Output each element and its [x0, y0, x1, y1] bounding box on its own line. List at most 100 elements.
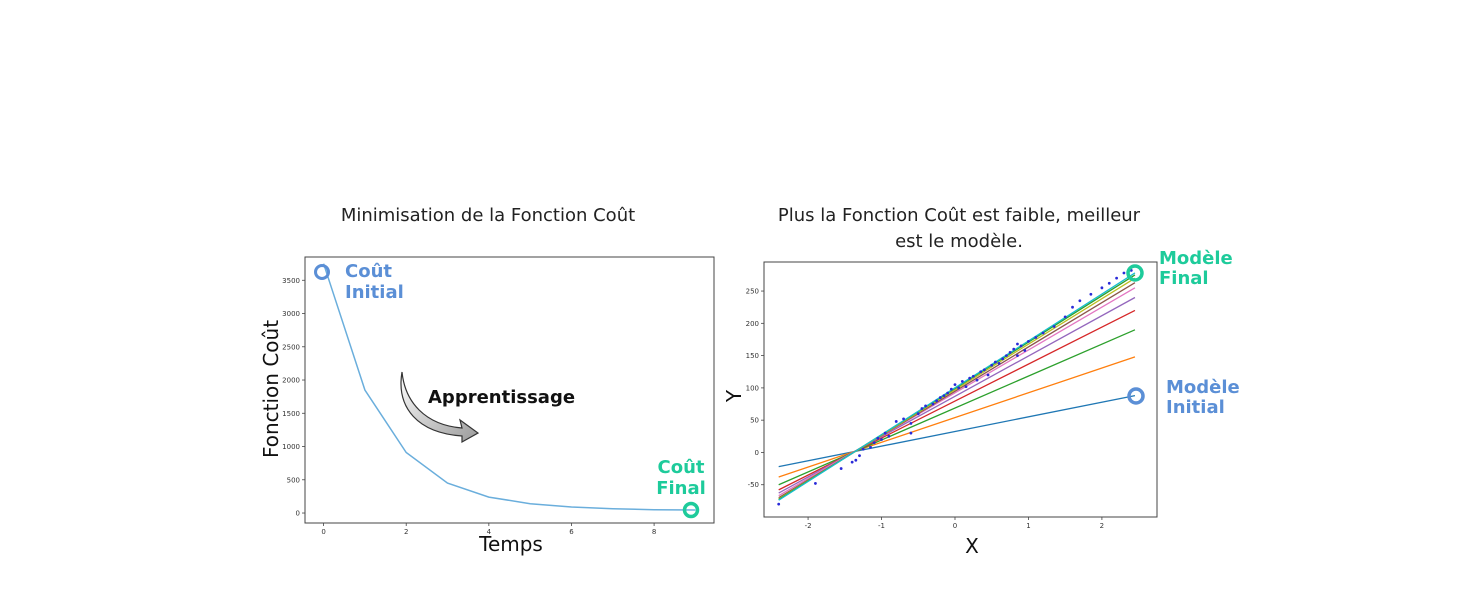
scatter-point: [1001, 357, 1005, 361]
scatter-point: [858, 454, 861, 458]
model-regression-lines: [778, 272, 1136, 501]
cost-chart: Minimisation de la Fonction Coût 0 500 100…: [259, 205, 715, 556]
scatter-point: [883, 431, 887, 435]
model-y-axis-label: Y: [722, 389, 746, 403]
scatter-point: [986, 373, 990, 377]
scatter-point: [949, 387, 953, 391]
scatter-point: [902, 417, 905, 421]
cost-y-ticks: 0 500 1000 1500 2000 2500 3000 3500: [282, 277, 305, 518]
scatter-point: [777, 502, 781, 506]
scatter-point: [839, 467, 843, 470]
cost-y-tick-label: 1000: [282, 443, 300, 451]
scatter-point: [1016, 354, 1019, 358]
cost-x-axis-label: Temps: [478, 532, 543, 556]
model-chart-title-line2: est le modèle.: [895, 231, 1023, 252]
model-x-axis-label: X: [965, 534, 979, 558]
scatter-point: [1012, 347, 1016, 351]
scatter-point: [1005, 354, 1008, 358]
scatter-point: [1063, 315, 1067, 319]
scatter-point: [876, 436, 880, 440]
scatter-point: [957, 386, 961, 390]
model-line-3: [778, 309, 1136, 491]
scatter-point: [1071, 305, 1074, 309]
cost-final-label-line2: Final: [656, 478, 706, 499]
model-line-9: [778, 272, 1136, 501]
scatter-point: [946, 391, 950, 395]
cost-x-tick-label: 2: [404, 528, 408, 536]
scatter-point: [861, 447, 865, 451]
scatter-point: [1078, 299, 1082, 303]
cost-x-tick-label: 4: [487, 528, 492, 536]
cost-x-tick-label: 8: [652, 528, 656, 536]
scatter-point: [1016, 342, 1019, 346]
cost-y-tick-label: 2000: [282, 377, 300, 385]
cost-x-tick-label: 0: [321, 528, 325, 536]
model-initial-label-line2: Initial: [1166, 397, 1225, 418]
cost-chart-title: Minimisation de la Fonction Coût: [341, 205, 635, 226]
scatter-point: [982, 368, 986, 372]
scatter-point: [1052, 325, 1056, 328]
cost-initial-marker: [314, 264, 330, 280]
scatter-point: [938, 396, 942, 399]
cost-y-tick-label: 1500: [282, 410, 300, 418]
cost-curve: [322, 263, 696, 511]
scatter-point: [894, 420, 898, 423]
model-line-5: [778, 287, 1136, 497]
model-y-tick-label: -50: [748, 481, 759, 489]
cost-initial-label-line2: Initial: [345, 282, 404, 303]
scatter-point: [1122, 271, 1126, 275]
scatter-point: [953, 383, 957, 387]
scatter-point: [997, 361, 1001, 365]
scatter-point: [1023, 349, 1027, 352]
scatter-point: [920, 407, 924, 410]
scatter-point: [971, 374, 975, 378]
scatter-point: [979, 370, 983, 374]
cost-y-tick-label: 3000: [282, 310, 300, 318]
model-line-1: [778, 356, 1136, 478]
scatter-point: [968, 376, 972, 380]
scatter-point: [1019, 344, 1023, 348]
model-chart: Plus la Fonction Coût est faible, meille…: [722, 205, 1240, 558]
scatter-point: [1027, 340, 1030, 343]
model-scatter-points: [777, 268, 1133, 506]
scatter-point: [1107, 281, 1111, 285]
cost-initial-label-line1: Coût: [345, 261, 392, 282]
scatter-point: [909, 421, 913, 425]
model-y-tick-label: 50: [750, 417, 759, 425]
model-y-tick-label: 250: [746, 288, 759, 296]
scatter-point: [964, 385, 968, 388]
scatter-point: [960, 380, 964, 383]
model-x-tick-label: -2: [805, 522, 812, 530]
cost-y-tick-label: 0: [296, 510, 300, 518]
scatter-point: [1008, 350, 1012, 354]
model-initial-marker: [1127, 387, 1145, 405]
model-x-tick-label: 2: [1100, 522, 1104, 530]
scatter-point: [880, 438, 883, 441]
scatter-point: [887, 434, 891, 438]
cost-final-label-line1: Coût: [658, 457, 705, 478]
model-y-tick-label: 100: [746, 384, 759, 392]
cost-y-tick-label: 3500: [282, 277, 300, 285]
scatter-point: [1115, 276, 1118, 280]
scatter-point: [854, 458, 858, 462]
model-line-0: [778, 394, 1136, 468]
scatter-point: [1089, 292, 1093, 296]
cost-plot-frame: [304, 256, 715, 524]
model-initial-label-line1: Modèle: [1166, 377, 1240, 398]
scatter-point: [869, 445, 872, 449]
model-line-2: [778, 329, 1136, 486]
cost-y-tick-label: 2500: [282, 343, 300, 351]
scatter-point: [931, 402, 935, 406]
scatter-point: [975, 378, 979, 382]
model-y-tick-label: 0: [755, 449, 759, 457]
learning-label: Apprentissage: [428, 387, 575, 408]
scatter-point: [916, 412, 920, 416]
cost-x-ticks: 0 2 4 6 8: [321, 523, 656, 536]
scatter-point: [909, 431, 913, 435]
cost-y-axis-label: Fonction Coût: [259, 320, 283, 458]
model-x-tick-label: -1: [878, 522, 885, 530]
model-x-tick-label: 0: [953, 522, 957, 530]
cost-x-tick-label: 6: [569, 528, 574, 536]
scatter-point: [993, 360, 997, 364]
